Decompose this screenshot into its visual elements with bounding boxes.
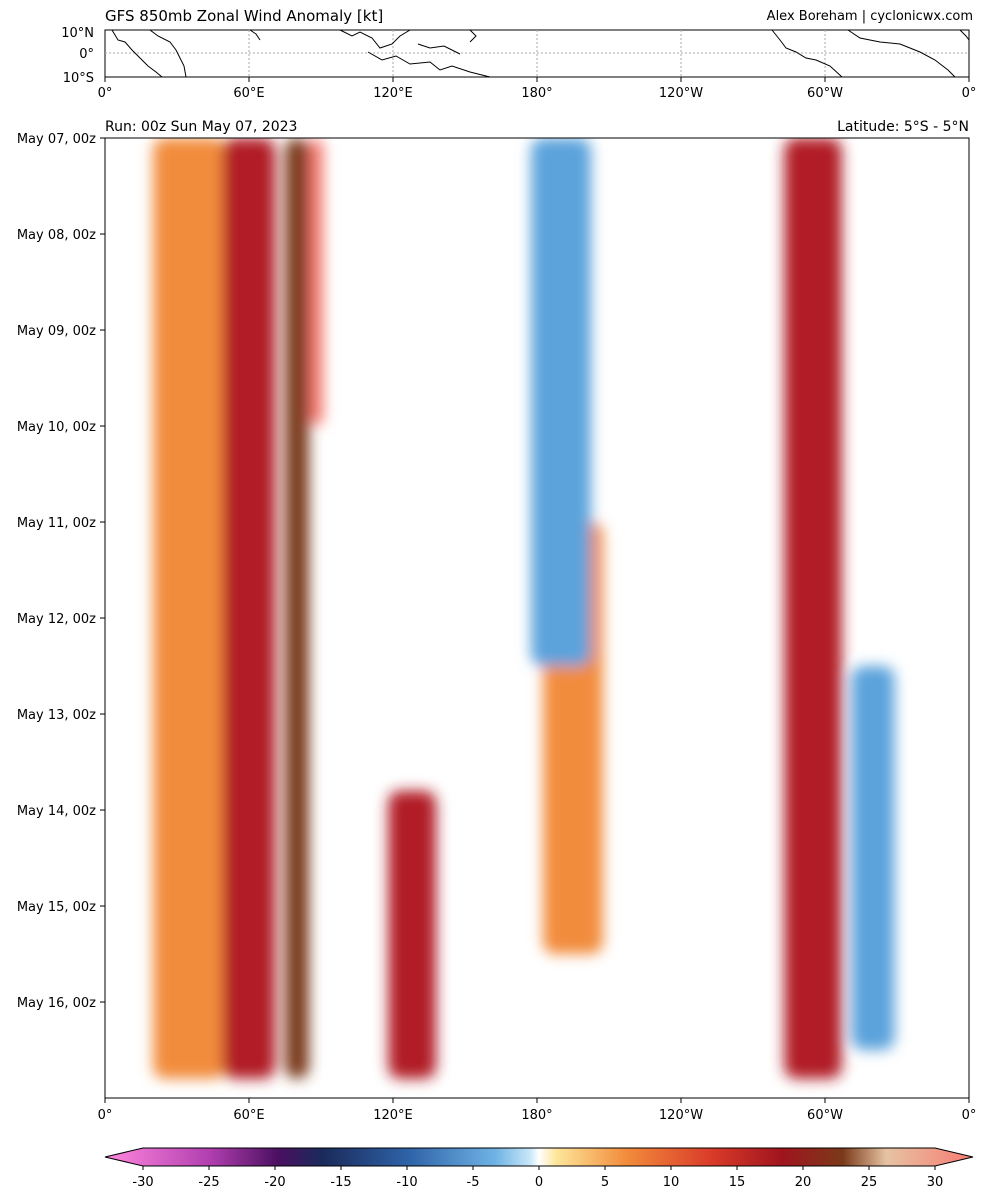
colorbar-tick-label: -5	[467, 1175, 480, 1190]
coastlines	[111, 29, 970, 78]
y-tick-label: May 10, 00z	[17, 420, 96, 435]
credit-label: Alex Boreham | cyclonicwx.com	[766, 9, 973, 24]
colorbar-tick-label: 10	[663, 1175, 680, 1190]
map-lon-tick: 0°	[98, 86, 113, 101]
map-lat-tick: 10°N	[61, 26, 94, 41]
map-lat-tick: 10°S	[63, 71, 94, 86]
colorbar-tick-label: 30	[927, 1175, 944, 1190]
y-tick-label: May 12, 00z	[17, 612, 96, 627]
anomaly-band	[851, 666, 895, 1050]
x-tick-label: 60°E	[233, 1108, 264, 1123]
x-tick-label: 120°W	[659, 1108, 703, 1123]
y-tick-label: May 16, 00z	[17, 996, 96, 1011]
colorbar-tick-label: 0	[535, 1175, 543, 1190]
anomaly-band	[222, 138, 276, 1079]
y-tick-label: May 13, 00z	[17, 708, 96, 723]
colorbar-tick-label: -15	[330, 1175, 351, 1190]
colorbar	[104, 1147, 974, 1167]
anomaly-band	[285, 138, 309, 1079]
colorbar-tick-label: -20	[264, 1175, 285, 1190]
map-panel	[104, 29, 970, 78]
anomaly-band	[153, 138, 225, 1079]
latitude-label: Latitude: 5°S - 5°N	[837, 119, 969, 135]
chart-title: GFS 850mb Zonal Wind Anomaly [kt]	[105, 7, 384, 25]
colorbar-tick-label: -10	[396, 1175, 417, 1190]
anomaly-band	[388, 790, 437, 1079]
x-tick-label: 180°	[521, 1108, 552, 1123]
map-lon-tick: 180°	[521, 86, 552, 101]
map-lat-tick: 0°	[79, 47, 94, 62]
colorbar-tick-label: 5	[601, 1175, 609, 1190]
colorbar-tick-label: 20	[795, 1175, 812, 1190]
colorbar-tick-label: 25	[861, 1175, 878, 1190]
y-tick-label: May 09, 00z	[17, 324, 96, 339]
y-tick-label: May 07, 00z	[17, 132, 96, 147]
anomaly-band	[784, 138, 842, 1079]
map-lon-tick: 120°E	[373, 86, 413, 101]
y-tick-label: May 14, 00z	[17, 804, 96, 819]
y-tick-label: May 08, 00z	[17, 228, 96, 243]
x-tick-label: 0°	[98, 1108, 113, 1123]
colorbar-tick-label: 15	[729, 1175, 746, 1190]
x-tick-label: 0°	[962, 1108, 977, 1123]
x-tick-label: 120°E	[373, 1108, 413, 1123]
y-tick-label: May 15, 00z	[17, 900, 96, 915]
anomaly-band	[531, 138, 591, 666]
heatmap-field	[105, 138, 969, 1098]
map-lon-tick: 60°W	[807, 86, 843, 101]
map-lon-tick: 120°W	[659, 86, 703, 101]
colorbar-tick-label: -30	[132, 1175, 153, 1190]
y-tick-label: May 11, 00z	[17, 516, 96, 531]
anomaly-band	[309, 138, 324, 426]
map-lon-tick: 0°	[962, 86, 977, 101]
map-lon-tick: 60°E	[233, 86, 264, 101]
x-tick-label: 60°W	[807, 1108, 843, 1123]
colorbar-tick-label: -25	[198, 1175, 219, 1190]
run-label: Run: 00z Sun May 07, 2023	[105, 119, 297, 135]
